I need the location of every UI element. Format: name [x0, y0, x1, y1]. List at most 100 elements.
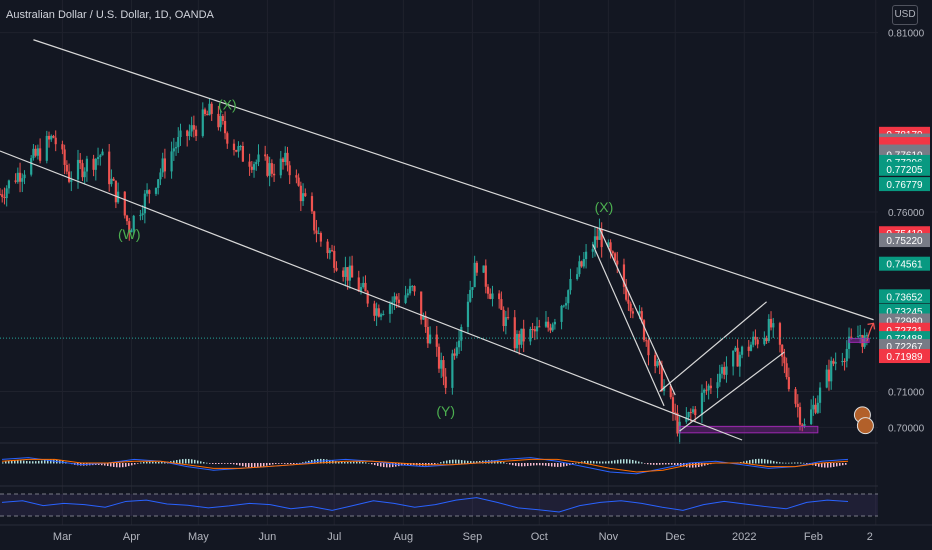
candle-body — [832, 360, 835, 364]
candle-body — [513, 317, 516, 349]
macd-bar — [278, 463, 280, 464]
time-tick-label: Dec — [665, 531, 685, 543]
candle-body — [141, 213, 144, 216]
candle-body — [174, 147, 178, 149]
candle-body — [428, 334, 432, 344]
macd-bar — [827, 463, 829, 468]
candle-body — [32, 148, 35, 159]
macd-bar — [353, 461, 355, 464]
candle-body — [642, 320, 646, 341]
macd-bar — [503, 462, 505, 464]
candle-body — [703, 389, 706, 393]
candle-body — [364, 282, 367, 292]
macd-bar — [143, 461, 145, 464]
macd-bar — [215, 463, 217, 465]
time-tick-label: 2022 — [732, 531, 756, 543]
macd-bar — [701, 463, 703, 467]
candle-body — [21, 178, 24, 182]
price-label: 0.73652 — [886, 292, 923, 303]
candle-body — [471, 287, 474, 290]
candle-body — [444, 376, 447, 388]
candle-body — [749, 344, 753, 351]
macd-bar — [338, 461, 340, 464]
macd-bar — [173, 460, 175, 464]
candle-body — [816, 402, 819, 413]
candle-body — [734, 347, 737, 351]
macd-bar — [200, 461, 202, 464]
macd-bar — [692, 463, 694, 468]
candle-body — [656, 361, 659, 367]
candle-body — [76, 159, 80, 180]
candle-body — [801, 424, 804, 427]
candle-body — [756, 339, 759, 345]
candle-body — [195, 129, 198, 136]
candle-body — [94, 158, 97, 170]
candle-body — [54, 137, 57, 145]
candle-body — [716, 382, 719, 389]
macd-bar — [455, 459, 457, 464]
macd-bar — [749, 460, 751, 464]
macd-bar — [695, 463, 697, 468]
candle-body — [674, 412, 677, 414]
candle-body — [640, 311, 643, 321]
candle-body — [203, 109, 207, 115]
macd-bar — [197, 460, 199, 464]
candle-body — [765, 337, 768, 342]
macd-bar — [704, 463, 706, 466]
macd-bar — [461, 460, 463, 464]
macd-bar — [191, 459, 193, 464]
macd-bar — [359, 461, 361, 464]
macd-bar — [647, 463, 649, 465]
candle-body — [457, 340, 461, 348]
candle-body — [723, 367, 726, 375]
candle-body — [377, 308, 380, 317]
candle-body — [709, 385, 712, 389]
macd-bar — [155, 461, 157, 464]
time-tick-label: Jun — [259, 531, 277, 543]
macd-bar — [536, 463, 538, 466]
candle-body — [110, 178, 113, 185]
candle-body — [787, 377, 790, 390]
candle-body — [720, 367, 724, 374]
candle-body — [865, 334, 868, 336]
main-channel-upper-line — [33, 39, 874, 321]
macd-bar — [548, 463, 550, 467]
candle-body — [475, 262, 478, 273]
macd-bar — [131, 463, 133, 466]
candle-body — [130, 230, 133, 233]
macd-bar — [452, 459, 454, 464]
macd-bar — [824, 463, 826, 468]
candle-body — [482, 265, 485, 273]
candle-body — [264, 154, 267, 157]
candle-body — [498, 293, 501, 300]
macd-bar — [17, 460, 19, 464]
macd-bar — [782, 462, 784, 464]
candle-body — [268, 163, 271, 176]
price-label: 0.76779 — [886, 180, 923, 191]
candle-body — [272, 173, 276, 176]
macd-bar — [602, 461, 604, 464]
candle-body — [600, 229, 603, 248]
macd-bar — [248, 463, 250, 468]
candle-body — [533, 329, 536, 332]
candle-body — [192, 125, 195, 130]
candle-body — [424, 316, 427, 327]
candle-body — [616, 260, 619, 265]
macd-bar — [842, 463, 844, 466]
candle-body — [747, 346, 750, 351]
currency-button[interactable]: USD — [892, 5, 918, 25]
macd-bar — [386, 463, 388, 468]
macd-bar — [8, 460, 10, 464]
candle-body — [515, 333, 519, 349]
candle-body — [63, 149, 66, 165]
candle-body — [226, 133, 229, 144]
candle-body — [395, 296, 398, 300]
candle-body — [582, 259, 585, 267]
price-label: 0.72980 — [886, 316, 923, 327]
candle-body — [422, 316, 425, 320]
macd-bar — [464, 460, 466, 464]
candle-body — [754, 336, 757, 340]
candle-body — [547, 321, 550, 328]
macd-bar — [611, 460, 613, 464]
